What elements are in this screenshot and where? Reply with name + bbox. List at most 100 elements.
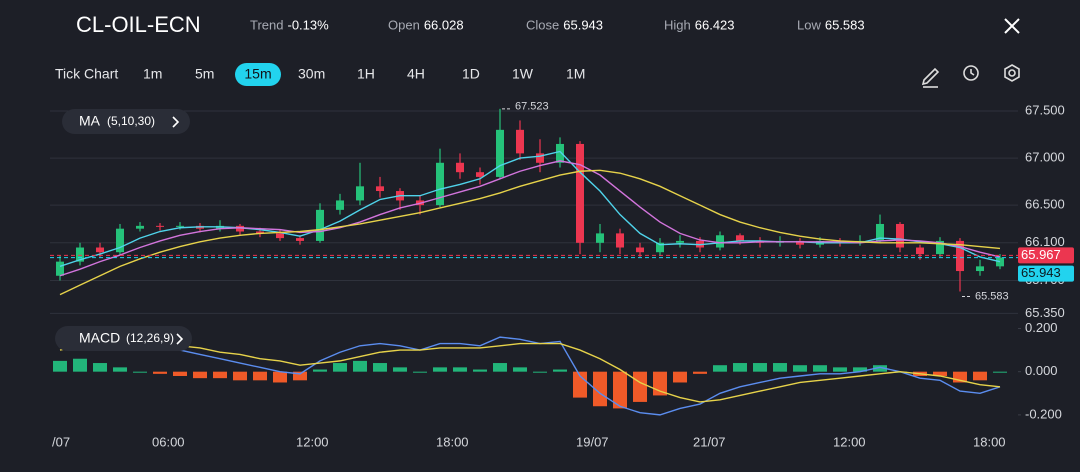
candle-body [276,233,284,239]
histogram-bar [593,371,607,407]
candle-body [616,233,624,248]
interval-button[interactable]: 1m [143,66,162,82]
histogram-bar [553,369,567,372]
macd-params: (12,26,9) [126,331,174,345]
stat-value: -0.13% [287,17,329,32]
candle-body [316,209,324,241]
stat-value: 66.423 [695,17,735,32]
interval-button[interactable]: 4H [407,66,425,82]
high-label: 67.523 [515,101,549,113]
low-label: 65.583 [975,290,1009,302]
interval-button[interactable]: 1D [462,66,480,82]
macd-pill[interactable]: MACD (12,26,9) [55,326,192,351]
histogram-bar [53,360,67,372]
candle-body [156,225,164,227]
interval-label: 1D [462,66,480,82]
candle-body [356,186,364,201]
active-pill [235,63,281,86]
histogram-bar [73,358,87,372]
stats: Trend -0.13% Open 66.028 Close 65.943 High 66.4… [250,17,865,32]
candle-body [636,247,644,253]
interval-button[interactable]: 1H [357,66,375,82]
toolbar: Tick Chart 1m 5m 15m 30m 1H 4H 1D 1W 1M [55,63,585,86]
histogram-bar [813,365,827,372]
history-tool[interactable] [963,65,979,81]
y-tick-label: 67.500 [1025,102,1065,117]
price-tag [1018,265,1074,282]
y-tick-label: 65.350 [1025,305,1065,320]
histogram-bar [873,365,887,372]
candle-body [336,200,344,210]
candle-body [576,143,584,243]
histogram-bar [193,371,207,379]
stat-value: 66.028 [424,17,464,32]
histogram-bar [153,371,167,374]
candle-body [296,238,304,241]
candle-body [556,143,564,163]
interval-label: Tick Chart [55,66,118,82]
histogram-bar [133,371,147,373]
candle-body [136,225,144,229]
candle-body [876,223,884,241]
y-tick-label: 0.200 [1025,320,1058,335]
x-tick-label: /07 [52,434,70,449]
moving-average [59,160,1001,277]
stat-name: Trend [250,17,283,32]
candle-body [536,153,544,163]
histogram-bar [733,363,747,372]
y-tick-label: -0.200 [1025,406,1062,421]
interval-button[interactable]: 30m [298,66,325,82]
candle-body [676,240,684,243]
histogram-bar [313,369,327,372]
histogram-bar [933,371,947,376]
interval-button[interactable]: 1M [566,66,585,82]
interval-button[interactable]: 15m [235,63,281,86]
histogram-bar [353,360,367,372]
histogram-bar [373,363,387,372]
candle-body [716,235,724,248]
value-axis: 67.50067.00066.50066.10065.70065.35065.9… [1018,102,1074,421]
histogram-bar [673,371,687,383]
candle-body [976,266,984,272]
interval-button[interactable]: 1W [512,66,534,82]
candle-body [256,231,264,234]
price-tag [1018,247,1074,264]
candle-body [116,228,124,253]
histogram-bar [113,367,127,372]
histogram-bar [993,371,1007,373]
price-tag-label: 65.943 [1021,265,1061,280]
histogram-bar [473,369,487,372]
symbol: CL-OIL-ECN [76,12,201,37]
histogram-bar [693,371,707,374]
candle-body [896,223,904,248]
histogram-bar [853,367,867,372]
interval-label: 30m [298,66,325,82]
x-tick-label: 06:00 [152,434,185,449]
price-tag-label: 65.967 [1021,247,1061,262]
draw-tool[interactable] [921,67,940,88]
candle-body [476,172,484,177]
candle-body [796,240,804,245]
stat-value: 65.583 [825,17,865,32]
histogram-bar [333,363,347,372]
settings-tool[interactable] [1004,64,1020,82]
x-tick-label: 21/07 [693,434,726,449]
histogram-bar [953,371,967,383]
x-tick-label: 12:00 [296,434,329,449]
candle-body [496,129,504,177]
stat-name: Low [797,17,821,32]
candle-body [516,129,524,154]
x-tick-label: 12:00 [833,434,866,449]
candle-body [916,247,924,255]
stat-value: 65.943 [563,17,603,32]
interval-button[interactable]: 5m [195,66,214,82]
interval-button[interactable]: Tick Chart [55,66,118,82]
macd-label: MACD [79,330,120,346]
histogram-bar [93,363,107,372]
histogram-bar [413,371,427,373]
histogram-bar [613,371,627,409]
histogram-bar [633,371,647,402]
candle-body [96,247,104,253]
ma-pill[interactable]: MA (5,10,30) [62,109,190,134]
close-button[interactable] [1004,18,1020,34]
